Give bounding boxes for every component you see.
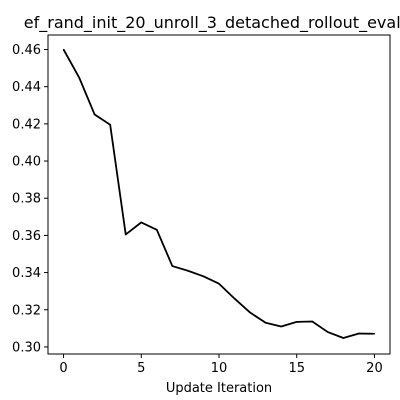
data-point <box>296 321 298 323</box>
data-point <box>249 311 251 314</box>
x-axis-ticks: 0 5 10 15 20 <box>59 354 383 376</box>
y-tick-label: 0.42 <box>12 117 41 132</box>
data-point <box>280 325 282 328</box>
data-point <box>125 233 127 236</box>
data-point <box>171 265 173 267</box>
data-point <box>62 48 65 51</box>
data-point <box>202 275 205 277</box>
y-tick-label: 0.44 <box>12 80 41 95</box>
data-point <box>265 322 267 324</box>
data-point <box>373 333 376 335</box>
x-tick-label: 10 <box>211 361 228 376</box>
x-axis-label: Update Iteration <box>166 381 272 396</box>
x-tick-label: 0 <box>59 361 67 376</box>
x-tick-label: 5 <box>137 361 145 376</box>
x-tick-label: 15 <box>288 361 305 376</box>
data-point <box>78 76 80 78</box>
data-point <box>109 124 111 126</box>
data-point <box>156 229 158 231</box>
y-tick-label: 0.36 <box>12 229 41 244</box>
y-tick-label: 0.34 <box>12 266 41 281</box>
data-point <box>327 331 329 333</box>
y-tick-label: 0.32 <box>12 303 41 318</box>
data-point <box>342 337 344 339</box>
x-tick-label: 20 <box>366 361 383 376</box>
y-axis-ticks: 0.30 0.32 0.34 0.36 0.38 0.40 0.42 0.44 0.46 <box>12 43 48 355</box>
plot-area-frame <box>47 34 391 355</box>
data-point <box>218 283 220 285</box>
data-point <box>140 221 142 223</box>
data-point <box>358 332 360 335</box>
data-point <box>187 270 189 272</box>
y-tick-label: 0.30 <box>12 340 41 355</box>
y-tick-label: 0.40 <box>12 155 41 170</box>
data-point <box>233 298 236 300</box>
chart-title: ef_rand_init_20_unroll_3_detached_rollou… <box>24 13 400 33</box>
data-point <box>94 113 96 116</box>
series-points <box>62 48 376 339</box>
series-line <box>62 49 375 339</box>
y-tick-label: 0.38 <box>12 192 41 207</box>
data-point <box>311 320 313 323</box>
y-tick-label: 0.46 <box>12 43 41 58</box>
